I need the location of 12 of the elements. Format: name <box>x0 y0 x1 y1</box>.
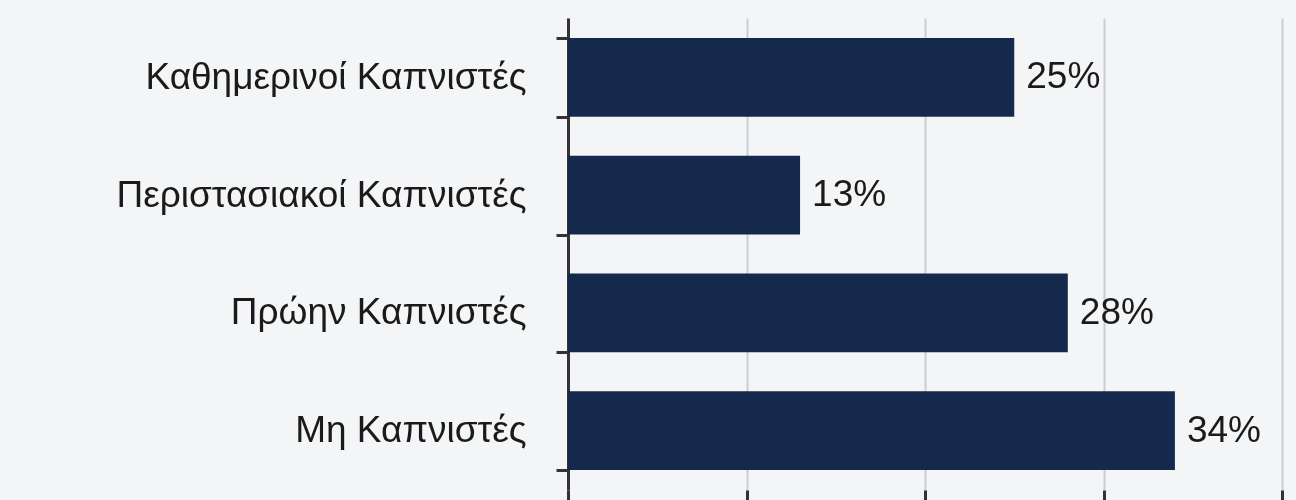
bar <box>568 155 801 235</box>
y-tick-label: Περιστασιακοί Καπνιστές <box>116 173 527 215</box>
bar <box>568 391 1175 470</box>
bar <box>568 273 1068 353</box>
data-label: 34% <box>1186 408 1261 450</box>
y-tick-label: Μη Καπνιστές <box>295 409 527 451</box>
data-label: 13% <box>812 173 887 215</box>
data-label: 25% <box>1026 55 1101 97</box>
bar <box>568 38 1015 117</box>
data-label: 28% <box>1079 290 1154 332</box>
y-tick-label: Καθημερινοί Καπνιστές <box>145 55 527 97</box>
y-tick-label: Πρώην Καπνιστές <box>230 291 527 333</box>
